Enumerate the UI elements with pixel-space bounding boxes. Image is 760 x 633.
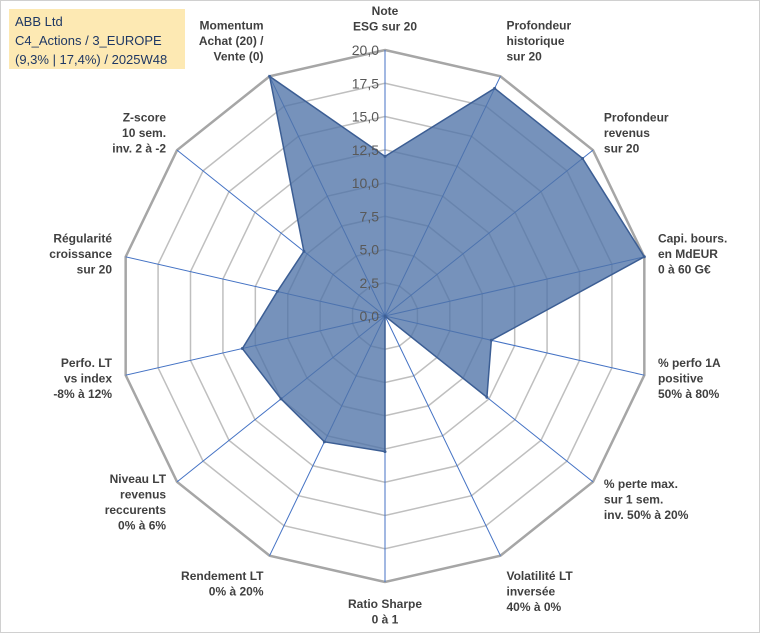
title-line-stats: (9,3% | 17,4%) / 2025W48: [15, 52, 168, 67]
axis-label-8-line-1: 0% à 20%: [209, 584, 264, 598]
axis-label-0-line-0: Note: [372, 4, 399, 18]
axis-label-5-line-1: sur 1 sem.: [604, 492, 663, 506]
axis-label-8-line-0: Rendement LT: [181, 569, 264, 583]
axis-label-3-line-0: Capi. bours.: [658, 231, 727, 245]
axis-label-6-line-1: inversée: [506, 584, 555, 598]
axis-label-4-line-2: 50% à 80%: [658, 387, 720, 401]
axis-label-9: Niveau LT revenus reccurents 0% à 6%: [105, 472, 167, 532]
axis-label-12-line-2: inv. 2 à -2: [112, 142, 166, 156]
axis-label-10: Perfo. LT vs index -8% à 12%: [53, 356, 112, 401]
axis-label-8: Rendement LT 0% à 20%: [181, 569, 264, 599]
data-point-5: [485, 395, 489, 399]
axis-label-11-line-2: sur 20: [77, 262, 113, 276]
axis-label-13-line-1: Achat (20) /: [199, 34, 264, 48]
data-point-10: [240, 347, 244, 351]
axis-label-2: Profondeur revenus sur 20: [604, 111, 669, 156]
data-point-3: [642, 255, 646, 259]
axis-label-1-line-1: historique: [506, 34, 564, 48]
axis-label-2-line-2: sur 20: [604, 142, 640, 156]
axis-label-5-line-2: inv. 50% à 20%: [604, 508, 689, 522]
tick-label-7: 17,5: [352, 75, 379, 91]
axis-label-3: Capi. bours. en MdEUR 0 à 60 G€: [658, 231, 727, 276]
data-point-0: [383, 154, 387, 158]
axis-label-0: Note ESG sur 20: [353, 4, 417, 34]
tick-label-4: 10,0: [352, 175, 379, 191]
tick-label-6: 15,0: [352, 109, 379, 125]
axis-label-3-line-1: en MdEUR: [658, 247, 718, 261]
axis-label-1-line-2: sur 20: [506, 50, 542, 64]
axis-label-12-line-0: Z-score: [123, 111, 167, 125]
axis-label-5: % perte max. sur 1 sem. inv. 50% à 20%: [604, 477, 689, 522]
axis-label-7: Ratio Sharpe 0 à 1: [348, 597, 422, 627]
axis-label-10-line-0: Perfo. LT: [61, 356, 113, 370]
axis-label-11-line-1: croissance: [49, 247, 112, 261]
axis-label-4: % perfo 1A positive 50% à 80%: [658, 356, 721, 401]
axis-label-9-line-1: revenus: [120, 488, 166, 502]
axis-label-6-line-2: 40% à 0%: [506, 600, 561, 614]
axis-label-2-line-1: revenus: [604, 126, 650, 140]
chart-title-box: ABB Ltd C4_Actions / 3_EUROPE (9,3% | 17…: [9, 9, 185, 69]
axis-label-11-line-0: Régularité: [53, 231, 112, 245]
tick-label-1: 2,5: [360, 275, 380, 291]
axis-label-10-line-2: -8% à 12%: [53, 387, 112, 401]
tick-label-0: 0,0: [360, 308, 380, 324]
data-point-2: [581, 156, 585, 160]
radar-tick-labels: 0,0 2,5 5,0 7,5 10,0 12,5 15,0 17,5 20,0: [352, 42, 379, 324]
tick-label-3: 7,5: [360, 208, 380, 224]
axis-label-3-line-2: 0 à 60 G€: [658, 262, 711, 276]
data-point-6: [383, 314, 387, 318]
tick-label-2: 5,0: [360, 242, 380, 258]
axis-label-13-line-0: Momentum: [200, 19, 264, 33]
axis-label-4-line-0: % perfo 1A: [658, 356, 721, 370]
axis-label-0-line-1: ESG sur 20: [353, 20, 417, 34]
data-point-7: [383, 450, 387, 454]
radar-series: [240, 74, 646, 454]
axis-spoke-6: [384, 315, 501, 556]
data-point-1: [493, 86, 497, 90]
data-point-4: [489, 338, 493, 342]
data-point-12: [302, 249, 306, 253]
axis-label-1: Profondeur historique sur 20: [506, 19, 571, 64]
axis-label-12-line-1: 10 sem.: [122, 126, 166, 140]
axis-label-9-line-3: 0% à 6%: [118, 519, 166, 533]
axis-label-4-line-1: positive: [658, 372, 704, 386]
title-line-company: ABB Ltd: [15, 14, 63, 29]
series-area: [241, 74, 646, 453]
title-line-category: C4_Actions / 3_EUROPE: [15, 33, 162, 48]
axis-label-11: Régularité croissance sur 20: [49, 231, 112, 276]
axis-label-2-line-0: Profondeur: [604, 111, 669, 125]
axis-label-7-line-1: 0 à 1: [372, 613, 399, 627]
axis-label-10-line-1: vs index: [64, 372, 112, 386]
tick-label-5: 12,5: [352, 142, 379, 158]
radar-axis-labels: Note ESG sur 20 Profondeur historique sur 20…: [49, 4, 727, 627]
axis-label-5-line-0: % perte max.: [604, 477, 678, 491]
axis-label-13-line-2: Vente (0): [213, 50, 263, 64]
data-point-11: [275, 289, 279, 293]
axis-label-6-line-0: Volatilité LT: [506, 569, 573, 583]
axis-label-1-line-0: Profondeur: [506, 19, 571, 33]
data-point-13: [268, 74, 272, 78]
axis-label-9-line-2: reccurents: [105, 503, 167, 517]
axis-label-9-line-0: Niveau LT: [110, 472, 167, 486]
axis-label-13: Momentum Achat (20) / Vente (0): [199, 19, 264, 64]
axis-label-6: Volatilité LT inversée 40% à 0%: [506, 569, 573, 614]
axis-label-7-line-0: Ratio Sharpe: [348, 597, 422, 611]
data-point-9: [279, 397, 283, 401]
tick-label-8: 20,0: [352, 42, 379, 58]
data-point-8: [322, 440, 326, 444]
axis-label-12: Z-score 10 sem. inv. 2 à -2: [112, 111, 166, 156]
